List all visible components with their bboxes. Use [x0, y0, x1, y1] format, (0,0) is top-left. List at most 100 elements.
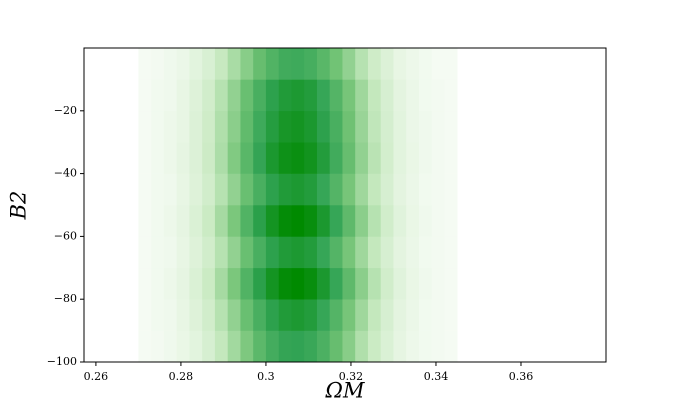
hist-cell: [342, 205, 356, 237]
hist-cell: [265, 173, 279, 206]
hist-cell: [393, 299, 407, 331]
hist-cell: [189, 79, 203, 112]
hist-cell: [444, 236, 458, 269]
hist-cell: [138, 205, 152, 237]
hist-cell: [227, 173, 241, 206]
hist-cell: [291, 299, 305, 331]
hist-cell: [214, 205, 228, 237]
hist-cell: [189, 299, 203, 331]
hist-cell: [227, 267, 241, 300]
hist-cell: [367, 236, 382, 269]
hist-cell: [355, 110, 369, 143]
hist-cell: [406, 205, 420, 237]
hist-cell: [316, 48, 330, 80]
hist-cell: [138, 299, 152, 331]
hist-cell: [176, 79, 190, 112]
hist-cell: [444, 267, 458, 300]
hist-cell: [444, 142, 458, 174]
hist-cell: [253, 267, 267, 300]
hist-cell: [342, 48, 356, 80]
hist-cell: [278, 48, 292, 80]
hist-cell: [189, 110, 203, 143]
hist-cell: [304, 205, 318, 237]
hist-cell: [355, 173, 369, 206]
hist-cell: [138, 173, 152, 206]
hist-cell: [380, 205, 394, 237]
hist-cell: [406, 330, 420, 363]
y-tick-label: −100: [47, 355, 77, 368]
hist-cell: [278, 205, 292, 237]
hist-cell: [151, 205, 165, 237]
hist-cell: [176, 330, 190, 363]
hist-cell: [253, 110, 267, 143]
hist-cell: [444, 48, 458, 80]
x-tick-label: 0.36: [509, 370, 534, 383]
hist-cell: [418, 299, 433, 331]
hist-cell: [227, 330, 241, 363]
hist-cell: [240, 110, 254, 143]
hist-cell: [278, 236, 292, 269]
hist-cell: [138, 142, 152, 174]
hist-cell: [406, 48, 420, 80]
hist-cell: [316, 267, 330, 300]
hist-cell: [189, 236, 203, 269]
hist-cell: [329, 173, 343, 206]
hist-cell: [163, 236, 177, 269]
y-tick-label: −60: [54, 229, 77, 242]
x-axis-label: ΩM: [325, 379, 365, 403]
hist-cell: [227, 79, 241, 112]
hist-cell: [329, 205, 343, 237]
hist-cell: [240, 267, 254, 300]
hist-cell: [227, 142, 241, 174]
hist-cell: [291, 267, 305, 300]
x-tick-label: 0.34: [424, 370, 449, 383]
hist-cell: [367, 267, 382, 300]
hist-cell: [380, 330, 394, 363]
hist-cell: [406, 173, 420, 206]
hist-cell: [406, 79, 420, 112]
y-tick-label: −80: [54, 292, 77, 305]
hist-cell: [176, 267, 190, 300]
hist-cell: [355, 299, 369, 331]
hist-cell: [214, 236, 228, 269]
hist-cell: [329, 48, 343, 80]
hist-cell: [202, 236, 216, 269]
hist-cell: [291, 48, 305, 80]
hist-cell: [406, 236, 420, 269]
hist-cell: [304, 79, 318, 112]
hist-cell: [240, 299, 254, 331]
hist-cell: [393, 48, 407, 80]
hist-cell: [444, 205, 458, 237]
hist-cell: [291, 173, 305, 206]
hist-cell: [227, 110, 241, 143]
hist-cell: [176, 142, 190, 174]
hist-cell: [444, 110, 458, 143]
hist-cell: [138, 79, 152, 112]
hist-cell: [214, 48, 228, 80]
hist-cell: [316, 330, 330, 363]
hist-cell: [163, 173, 177, 206]
hist-cell: [291, 236, 305, 269]
plot-frame: [83, 47, 607, 363]
hist-cell: [444, 79, 458, 112]
hist-cell: [355, 205, 369, 237]
hist-cell: [367, 48, 382, 80]
hist-cell: [367, 205, 382, 237]
hist-cell: [406, 299, 420, 331]
hist-cell: [151, 330, 165, 363]
hist-cell: [253, 173, 267, 206]
hist-cell: [189, 205, 203, 237]
hist-cell: [138, 267, 152, 300]
hist-cell: [138, 48, 152, 80]
hist-cell: [304, 299, 318, 331]
hist-cell: [151, 110, 165, 143]
hist-cell: [176, 48, 190, 80]
hist-cell: [202, 110, 216, 143]
hist-cell: [316, 205, 330, 237]
hist-cell: [163, 142, 177, 174]
hist-cell: [418, 267, 433, 300]
hist-cell: [393, 79, 407, 112]
hist-cell: [291, 110, 305, 143]
hist-cell: [202, 299, 216, 331]
